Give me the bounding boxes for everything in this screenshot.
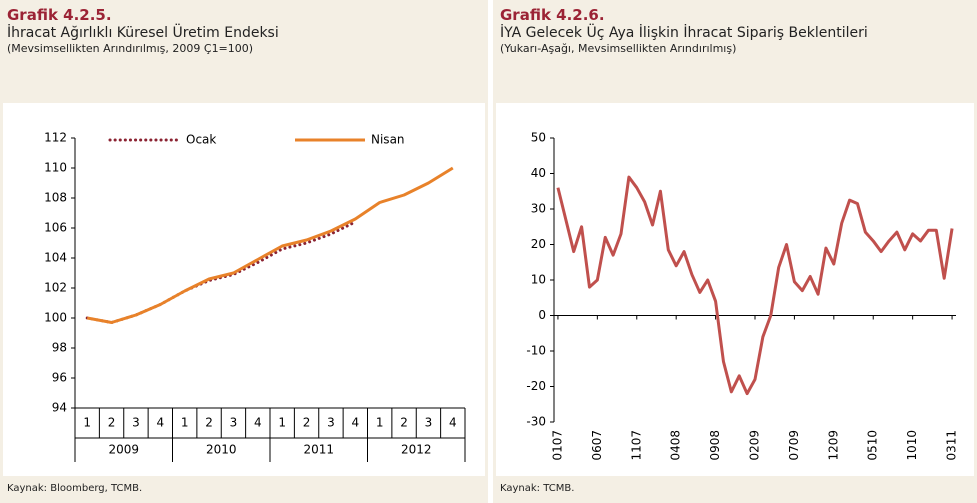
x-tick-label: 0709	[787, 430, 801, 461]
y-tick-label: 98	[52, 341, 67, 355]
header: Grafik 4.2.6. İYA Gelecek Üç Aya İlişkin…	[500, 6, 957, 55]
plot-area	[3, 103, 485, 476]
chart-subtitle: İYA Gelecek Üç Aya İlişkin İhracat Sipar…	[500, 25, 868, 41]
chart: 94 96 98 100 102 104 106 108 110 112 1 2 3 4 1 2 3 4 1 2 3 4 1…	[44, 131, 466, 462]
chart: -30 -20 -10 0 10 20 30 40 50 0107 0607 1107 0408 0908…	[526, 131, 959, 461]
y-tick-label: 50	[531, 131, 546, 145]
chart-subtitle: İhracat Ağırlıklı Küresel Üretim Endeksi	[7, 25, 279, 41]
legend-label: Nisan	[371, 133, 405, 147]
plot-area	[496, 103, 974, 476]
panel: Grafik 4.2.5. İhracat Ağırlıklı Küresel …	[0, 0, 488, 503]
y-tick-label: -30	[526, 415, 546, 429]
y-tick-label: 40	[531, 166, 546, 180]
y-tick-label: 10	[531, 273, 546, 287]
x-tick-label: 3	[132, 416, 140, 430]
x-tick-label: 0408	[669, 430, 683, 461]
x-tick-label: 3	[425, 416, 433, 430]
x-tick-label: 1209	[826, 430, 840, 461]
x-tick-label: 3	[230, 416, 238, 430]
y-tick-label: 110	[44, 161, 67, 175]
x-tick-label: 0209	[748, 430, 762, 461]
y-tick-label: -20	[526, 379, 546, 393]
x-tick-label: 4	[254, 416, 262, 430]
x-group-label: 2012	[401, 443, 432, 457]
x-tick-label: 0107	[550, 430, 564, 461]
x-group-label: 2011	[303, 443, 334, 457]
x-tick-label: 4	[156, 416, 164, 430]
chart-title: Grafik 4.2.6.	[500, 6, 605, 24]
line-series	[556, 175, 954, 396]
x-tick-label: 1107	[629, 430, 643, 461]
y-tick-label: 112	[44, 131, 67, 145]
chart-note: (Mevsimsellikten Arındırılmış, 2009 Ç1=1…	[7, 42, 254, 55]
legend-label: Ocak	[186, 133, 216, 147]
x-tick-label: 0510	[866, 430, 880, 461]
panel: Grafik 4.2.6. İYA Gelecek Üç Aya İlişkin…	[493, 0, 977, 503]
x-tick-label: 4	[351, 416, 359, 430]
header: Grafik 4.2.5. İhracat Ağırlıklı Küresel …	[7, 6, 468, 55]
x-group-label: 2009	[108, 443, 139, 457]
source: Kaynak: Bloomberg, TCMB.	[7, 483, 143, 494]
source: Kaynak: TCMB.	[500, 483, 575, 494]
chart-note: (Yukarı-Aşağı, Mevsimsellikten Arındırıl…	[500, 42, 737, 55]
x-tick-label: 2	[205, 416, 213, 430]
x-tick-label: 2	[303, 416, 311, 430]
x-tick-label: 0311	[945, 430, 959, 461]
x-tick-label: 1	[181, 416, 189, 430]
x-tick-label: 1	[376, 416, 384, 430]
line-series	[86, 166, 454, 324]
chart-title: Grafik 4.2.5.	[7, 6, 112, 24]
x-tick-label: 1010	[905, 430, 919, 461]
x-tick-label: 0607	[590, 430, 604, 461]
y-tick-label: 102	[44, 281, 67, 295]
x-tick-label: 1	[83, 416, 91, 430]
y-tick-label: 0	[538, 308, 546, 322]
y-tick-label: 20	[531, 237, 546, 251]
y-tick-label: 96	[52, 371, 67, 385]
y-tick-label: 104	[44, 251, 67, 265]
y-tick-label: -10	[526, 344, 546, 358]
y-tick-label: 108	[44, 191, 67, 205]
y-tick-label: 100	[44, 311, 67, 325]
x-tick-label: 0908	[708, 430, 722, 461]
x-group-label: 2010	[206, 443, 237, 457]
y-tick-label: 106	[44, 221, 67, 235]
x-tick-label: 2	[108, 416, 116, 430]
x-tick-label: 3	[327, 416, 335, 430]
x-tick-label: 1	[278, 416, 286, 430]
y-tick-label: 94	[52, 401, 67, 415]
x-tick-label: 2	[400, 416, 408, 430]
x-tick-label: 4	[449, 416, 457, 430]
y-tick-label: 30	[531, 202, 546, 216]
